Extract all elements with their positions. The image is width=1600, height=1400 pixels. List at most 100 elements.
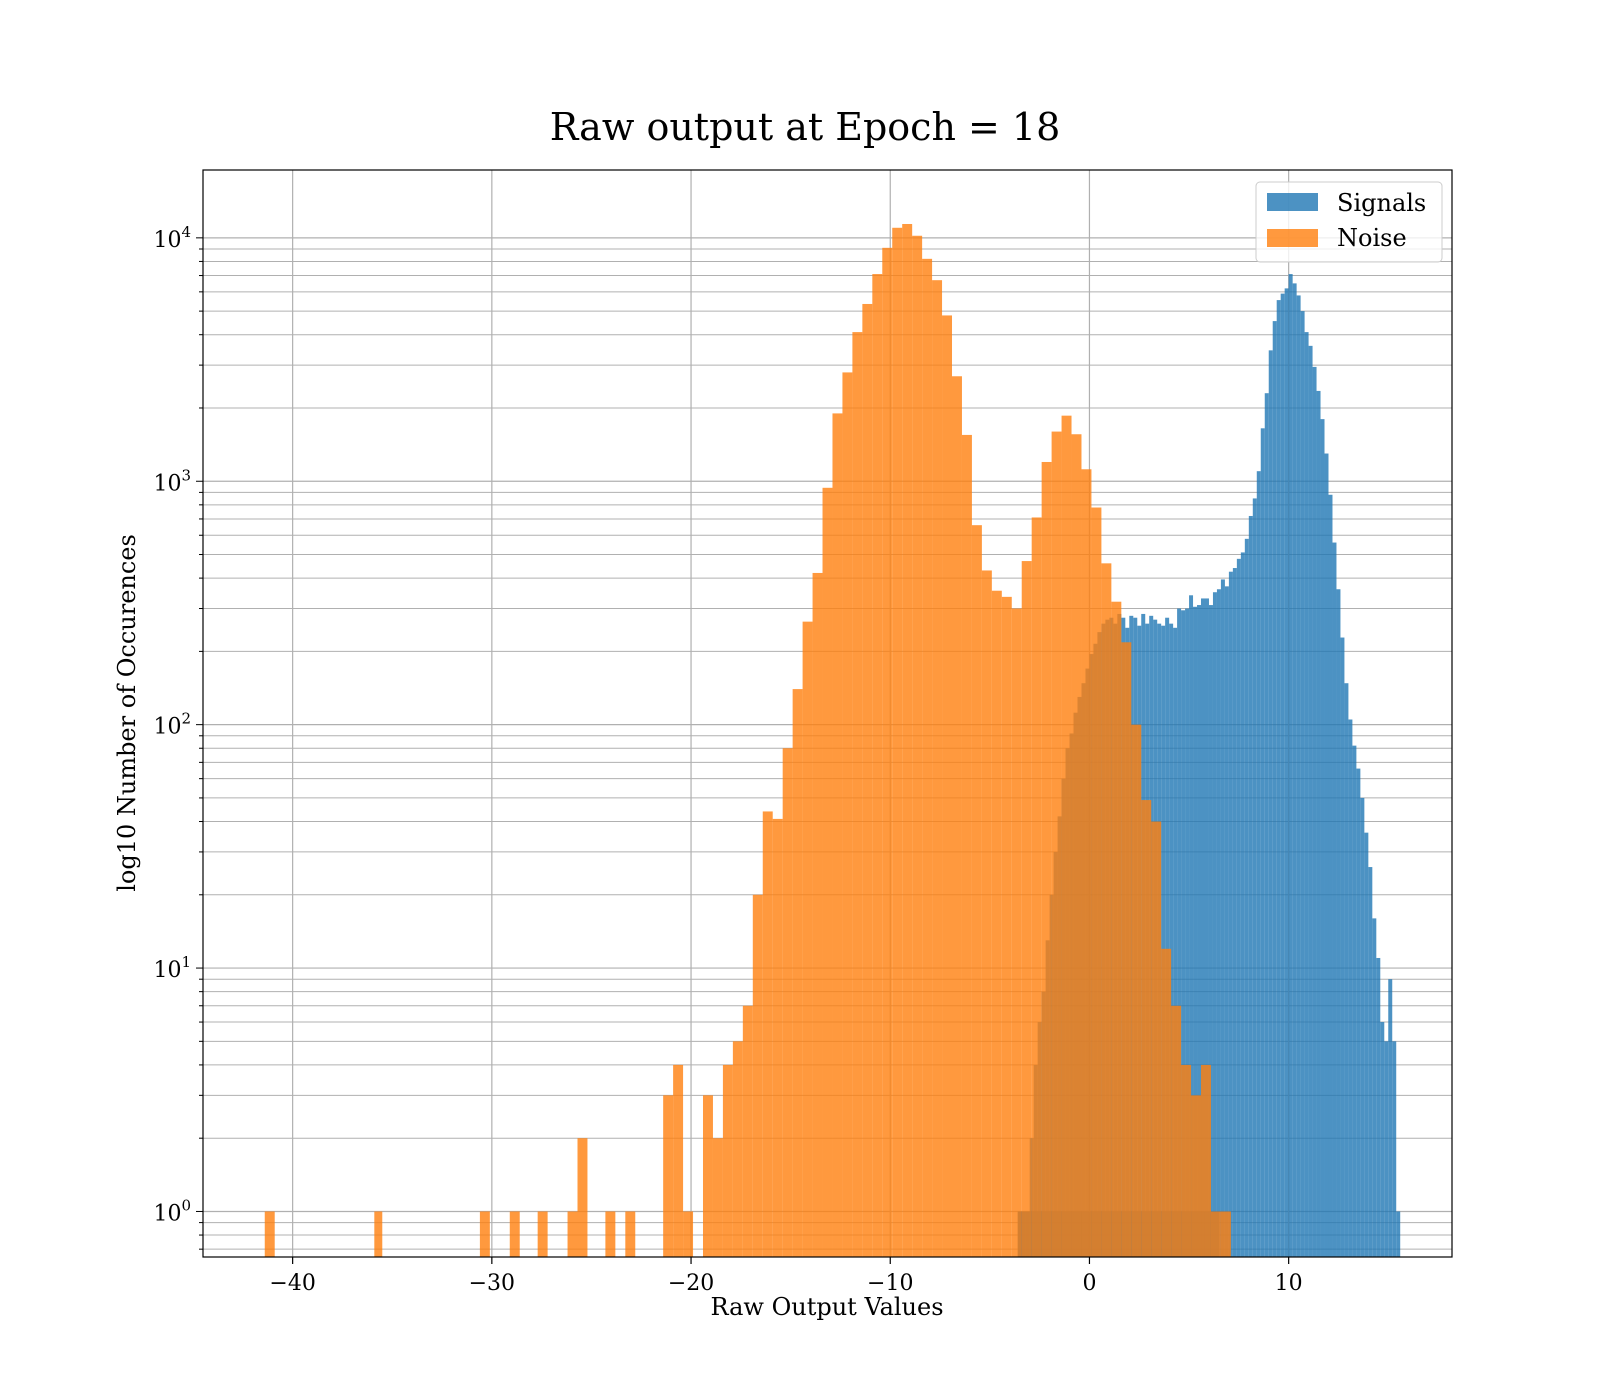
bar <box>1111 601 1122 1257</box>
bar <box>1324 453 1329 1258</box>
bar <box>1348 719 1353 1257</box>
bar <box>1208 605 1213 1257</box>
bar <box>1284 288 1289 1257</box>
legend: Signals Noise <box>1255 181 1443 263</box>
bar <box>1364 832 1369 1257</box>
legend-swatch-noise <box>1267 229 1318 247</box>
bar <box>1384 1041 1389 1257</box>
bar <box>1368 867 1373 1257</box>
bar <box>922 258 933 1257</box>
bar <box>1232 568 1237 1257</box>
bar <box>912 235 923 1257</box>
bar <box>722 1064 733 1257</box>
bar <box>1320 419 1325 1257</box>
bar <box>702 1095 713 1257</box>
bar <box>952 376 962 1257</box>
bar <box>605 1211 616 1257</box>
bar <box>1224 586 1229 1257</box>
bar <box>1201 598 1205 1257</box>
bar <box>1288 274 1293 1258</box>
bar <box>1396 1211 1401 1257</box>
bar <box>1268 350 1273 1258</box>
bar <box>812 572 823 1257</box>
bar <box>625 1211 636 1257</box>
x-tick-label: −20 <box>668 1271 714 1296</box>
bar <box>1308 345 1313 1258</box>
bar <box>902 223 913 1258</box>
y-tick-label: 103 <box>153 466 191 496</box>
bar <box>509 1211 520 1257</box>
bar <box>1051 431 1062 1257</box>
bar <box>1300 311 1305 1257</box>
bar <box>1240 552 1245 1257</box>
x-axis-label: Raw Output Values <box>710 1293 943 1321</box>
bar <box>1220 1211 1231 1257</box>
bar <box>991 590 1002 1257</box>
bar <box>1021 561 1032 1257</box>
legend-label-noise: Noise <box>1337 224 1407 252</box>
bar <box>852 332 863 1257</box>
bar <box>1344 683 1349 1257</box>
bar <box>782 748 793 1257</box>
bar <box>862 303 873 1257</box>
bar <box>872 274 883 1258</box>
bar <box>1121 642 1132 1257</box>
bar <box>1328 494 1333 1257</box>
bar <box>832 413 843 1258</box>
bar <box>1248 515 1253 1257</box>
bar <box>1151 821 1162 1257</box>
bar <box>792 689 803 1257</box>
y-axis-label: log10 Number of Occurences <box>113 534 141 892</box>
bar <box>802 621 813 1257</box>
bar <box>842 372 853 1257</box>
bar <box>1197 605 1202 1257</box>
bar <box>1352 745 1357 1257</box>
bar <box>663 1095 674 1257</box>
bar <box>1260 428 1265 1257</box>
bar <box>1061 415 1072 1257</box>
bar <box>1272 321 1277 1257</box>
bar <box>1081 469 1092 1257</box>
bar <box>1193 606 1198 1257</box>
y-tick-label: 102 <box>153 710 191 740</box>
bar <box>1177 608 1182 1257</box>
bar <box>762 811 773 1257</box>
bar <box>1210 1211 1221 1257</box>
ticks-layer: −40 −30 −20 −10 0 10 100 101 102 103 104 <box>153 223 1302 1296</box>
bar <box>981 570 992 1257</box>
bar <box>822 487 833 1257</box>
bar <box>1001 596 1012 1257</box>
bar <box>742 1005 753 1257</box>
bars-layer <box>264 223 1401 1258</box>
bar <box>1388 979 1393 1257</box>
bar <box>1392 1041 1397 1257</box>
bar <box>712 1138 723 1257</box>
bar <box>374 1211 383 1257</box>
legend-swatch-signals <box>1267 193 1318 211</box>
bar <box>1312 366 1317 1257</box>
bar <box>1252 498 1257 1257</box>
bar <box>942 315 953 1257</box>
bar <box>1216 589 1221 1257</box>
bar <box>1304 332 1309 1257</box>
bar <box>1201 1064 1211 1257</box>
series-noise <box>264 223 1231 1258</box>
bar <box>1181 1064 1192 1257</box>
bar <box>264 1211 275 1257</box>
bar <box>961 434 972 1257</box>
bar <box>1244 538 1249 1257</box>
bar <box>1276 300 1281 1257</box>
bar <box>1236 558 1241 1257</box>
bar <box>1372 918 1377 1257</box>
bar <box>932 280 943 1258</box>
bar <box>1171 1005 1182 1257</box>
bar <box>1220 579 1225 1257</box>
x-tick-label: −40 <box>269 1271 315 1296</box>
bar <box>1336 589 1341 1257</box>
y-tick-label: 104 <box>153 223 191 253</box>
x-tick-label: −10 <box>867 1271 913 1296</box>
bar <box>752 894 763 1257</box>
chart-title: Raw output at Epoch = 18 <box>550 105 1061 149</box>
frame-layer <box>202 169 1453 1258</box>
x-tick-label: 0 <box>1082 1271 1096 1296</box>
